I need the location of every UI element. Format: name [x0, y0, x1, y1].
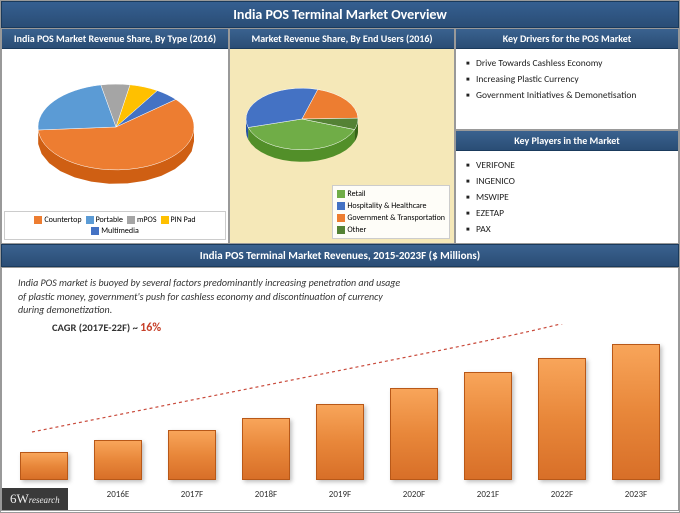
players-header: Key Players in the Market — [456, 131, 678, 151]
player-item: VERIFONE — [466, 157, 668, 173]
revenues-header: India POS Terminal Market Revenues, 2015… — [1, 244, 679, 267]
revenue-bar — [538, 358, 586, 480]
year-label: 2019F — [316, 489, 364, 500]
drivers-header: Key Drivers for the POS Market — [456, 29, 678, 49]
panel-by-users-header: Market Revenue Share, By End Users (2016… — [230, 29, 454, 49]
revenue-bar — [242, 418, 290, 480]
cagr-text: CAGR (2017E-22F) ~ — [52, 321, 138, 334]
legend-item: Other — [337, 225, 445, 235]
logo-sub: research — [29, 495, 60, 505]
driver-item: Government Initiatives & Demonetisation — [466, 87, 668, 103]
revenue-bar — [94, 440, 142, 480]
driver-item: Drive Towards Cashless Economy — [466, 55, 668, 71]
cagr-value: 16% — [140, 321, 161, 335]
revenue-bar — [168, 430, 216, 480]
player-item: EZETAP — [466, 205, 668, 221]
drivers-list: Drive Towards Cashless EconomyIncreasing… — [456, 49, 678, 109]
panel-drivers: Key Drivers for the POS Market Drive Tow… — [455, 28, 679, 130]
year-label: 2020F — [390, 489, 438, 500]
legend-item: Government & Transportation — [337, 213, 445, 223]
panel-right: Key Drivers for the POS Market Drive Tow… — [455, 28, 679, 244]
year-label: 2022F — [538, 489, 586, 500]
pie-type-legend: Countertop Portable mPOS PIN Pad Multimedia — [4, 211, 226, 240]
legend-item: Countertop — [34, 215, 81, 225]
legend-item: mPOS — [127, 215, 157, 225]
legend-item: Portable — [86, 215, 123, 225]
revenue-bar — [20, 452, 68, 480]
logo: 6Wresearch — [2, 488, 68, 510]
driver-item: Increasing Plastic Currency — [466, 71, 668, 87]
players-list: VERIFONEINGENICOMSWIPEEZETAPPAX — [456, 151, 678, 243]
legend-item: Multimedia — [91, 226, 139, 236]
bar-area — [20, 340, 660, 480]
revenue-bar — [390, 388, 438, 480]
revenue-bar — [316, 404, 364, 480]
pie-users-legend: Retail Hospitality & Healthcare Government… — [332, 185, 450, 239]
revenue-bar — [612, 344, 660, 480]
player-item: PAX — [466, 221, 668, 237]
top-panels: India POS Market Revenue Share, By Type … — [1, 28, 679, 244]
pie-type-chart: Countertop Portable mPOS PIN Pad Multimedia — [2, 49, 228, 243]
year-label: 2021F — [464, 489, 512, 500]
main-title: India POS Terminal Market Overview — [1, 1, 679, 28]
panel-by-type-header: India POS Market Revenue Share, By Type … — [2, 29, 228, 49]
logo-main: 6W — [10, 491, 29, 506]
panel-players: Key Players in the Market VERIFONEINGENI… — [455, 130, 679, 244]
player-item: MSWIPE — [466, 189, 668, 205]
revenue-bar — [464, 372, 512, 480]
revenue-chart: India POS market is buoyed by several fa… — [1, 267, 679, 511]
panel-by-users: Market Revenue Share, By End Users (2016… — [229, 28, 455, 244]
year-label: 2016E — [94, 489, 142, 500]
year-label: 2023F — [612, 489, 660, 500]
year-label: 2017F — [168, 489, 216, 500]
pie-users-chart: Retail Hospitality & Healthcare Government… — [230, 49, 454, 243]
legend-item: Retail — [337, 189, 445, 199]
player-item: INGENICO — [466, 173, 668, 189]
legend-item: PIN Pad — [161, 215, 196, 225]
cagr-label: CAGR (2017E-22F) ~ 16% — [2, 319, 678, 337]
panel-by-type: India POS Market Revenue Share, By Type … — [1, 28, 229, 244]
legend-item: Hospitality & Healthcare — [337, 201, 445, 211]
year-label: 2018F — [242, 489, 290, 500]
revenue-summary: India POS market is buoyed by several fa… — [2, 268, 422, 319]
year-labels: 20152016E2017F2018F2019F2020F2021F2022F2… — [20, 489, 660, 500]
